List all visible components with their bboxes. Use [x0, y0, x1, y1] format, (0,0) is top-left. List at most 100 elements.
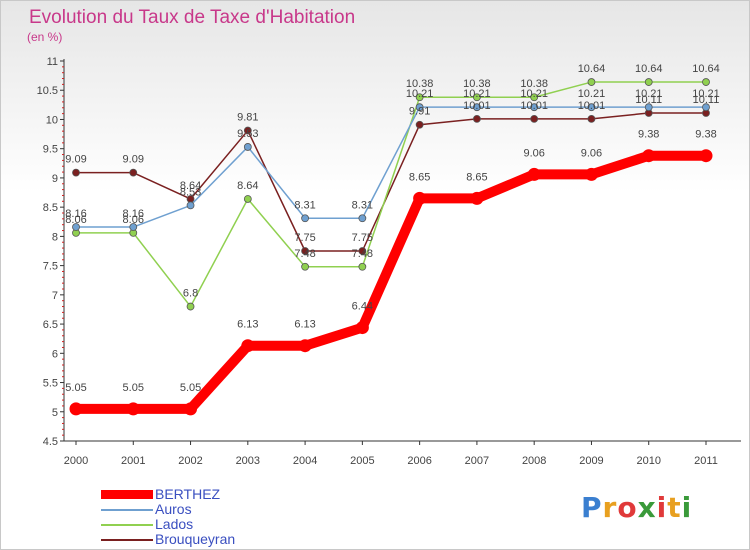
data-label: 9.91 — [409, 106, 430, 118]
data-label: 10.64 — [635, 63, 663, 75]
y-tick-label: 10.5 — [37, 85, 58, 97]
data-label: 5.05 — [65, 382, 86, 394]
legend-label: BERTHEZ — [155, 486, 221, 502]
y-tick-label: 8 — [52, 231, 58, 243]
data-label: 9.53 — [237, 128, 258, 140]
chart-title: Evolution du Taux de Taxe d'Habitation — [29, 7, 356, 28]
data-point — [584, 167, 598, 181]
x-tick-label: 2009 — [579, 455, 603, 467]
data-label: 10.64 — [578, 63, 606, 75]
data-point — [702, 78, 710, 86]
data-point — [129, 168, 138, 177]
data-label: 8.06 — [123, 214, 144, 226]
data-point — [530, 114, 539, 123]
data-label: 10.21 — [578, 88, 606, 100]
data-point — [415, 93, 424, 102]
data-point — [358, 214, 367, 223]
data-point — [644, 78, 653, 86]
y-tick-label: 5 — [52, 407, 58, 419]
data-point — [243, 143, 252, 151]
data-point — [702, 103, 710, 112]
data-point — [72, 168, 80, 177]
data-label: 8.31 — [294, 199, 315, 211]
unit-label: (en %) — [27, 30, 63, 44]
data-label: 7.48 — [352, 248, 373, 260]
series-line-brouqueyran — [76, 112, 706, 252]
data-point — [413, 191, 427, 205]
y-tick-label: 9.5 — [43, 144, 58, 156]
data-point — [126, 402, 140, 416]
data-label: 10.21 — [692, 88, 720, 100]
data-label: 9.09 — [65, 154, 86, 166]
data-point — [415, 103, 424, 112]
data-point — [530, 93, 539, 102]
data-point — [644, 103, 653, 112]
data-point — [587, 78, 596, 86]
data-label: 10.64 — [692, 63, 720, 75]
series-line-lados — [76, 81, 706, 308]
data-label: 8.64 — [237, 180, 258, 192]
data-point — [243, 126, 252, 135]
data-point — [184, 402, 198, 416]
legend-swatch — [101, 509, 153, 511]
data-label: 10.21 — [635, 88, 663, 100]
x-tick-label: 2001 — [121, 455, 145, 467]
data-label: 6.8 — [183, 288, 198, 300]
data-point — [473, 103, 481, 112]
data-label: 7.75 — [352, 232, 373, 244]
legend-label: Lados — [155, 516, 194, 532]
y-tick-label: 4.5 — [43, 436, 58, 448]
data-point — [186, 302, 195, 311]
data-label: 10.38 — [406, 78, 434, 90]
data-label: 6.13 — [294, 319, 315, 331]
data-point — [355, 321, 369, 335]
series-line-berthez — [76, 150, 706, 414]
data-label: 10.01 — [463, 100, 491, 112]
data-point — [301, 262, 309, 271]
data-point — [69, 402, 83, 416]
x-tick-label: 2002 — [178, 455, 202, 467]
data-label: 9.81 — [237, 112, 258, 124]
data-label: 8.16 — [65, 208, 86, 220]
data-label: 10.01 — [578, 100, 606, 112]
data-label: 5.05 — [123, 382, 144, 394]
y-tick-label: 6.5 — [43, 319, 58, 331]
data-point — [473, 114, 481, 123]
data-label: 6.44 — [352, 301, 373, 313]
data-label: 7.48 — [294, 248, 315, 260]
x-tick-label: 2004 — [293, 455, 317, 467]
proxiti-logo: Proxiti — [581, 491, 693, 524]
data-point — [301, 247, 309, 255]
data-label: 9.06 — [523, 147, 544, 159]
x-tick-label: 2000 — [64, 455, 88, 467]
legend-swatch — [101, 524, 153, 526]
x-tick-label: 2010 — [636, 455, 660, 467]
data-point — [415, 120, 424, 129]
data-label: 8.65 — [409, 171, 430, 183]
data-label: 5.05 — [180, 382, 201, 394]
data-label: 10.21 — [406, 88, 434, 100]
x-tick-label: 2006 — [407, 455, 431, 467]
data-point — [642, 149, 656, 163]
x-tick-label: 2003 — [236, 455, 260, 467]
y-tick-label: 5.5 — [43, 378, 58, 390]
y-tick-label: 6 — [52, 348, 58, 360]
data-point — [241, 339, 255, 353]
data-point — [587, 103, 596, 112]
data-label: 6.13 — [237, 319, 258, 331]
data-point — [301, 214, 309, 223]
data-point — [470, 191, 484, 205]
data-label: 9.38 — [638, 129, 659, 141]
data-label: 9.38 — [695, 129, 716, 141]
data-point — [358, 262, 367, 271]
data-point — [186, 201, 195, 210]
data-point — [473, 93, 481, 102]
data-label: 10.01 — [520, 100, 548, 112]
data-point — [530, 103, 539, 112]
data-label: 10.21 — [463, 88, 491, 100]
legend-swatch — [101, 490, 153, 499]
data-label: 10.21 — [520, 88, 548, 100]
data-point — [527, 167, 541, 181]
